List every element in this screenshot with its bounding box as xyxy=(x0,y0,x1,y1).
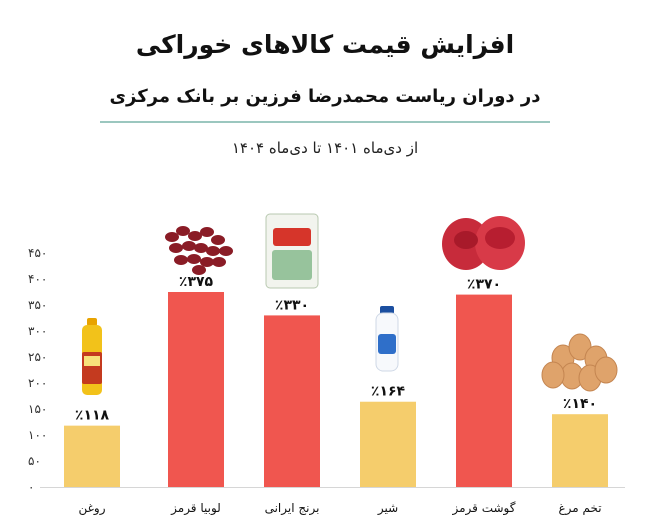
oil-bottle-icon xyxy=(82,318,102,395)
y-tick-label: ۲۵۰ xyxy=(28,350,47,364)
bar xyxy=(168,292,224,487)
period-label: از دی‌ماه ۱۴۰۱ تا دی‌ماه ۱۴۰۴ xyxy=(231,139,419,157)
category-label: برنج ایرانی xyxy=(265,501,320,516)
category-label: لوبیا قرمز xyxy=(170,501,221,516)
bar xyxy=(264,315,320,487)
chart-title: افزایش قیمت کالاهای خوراکی xyxy=(135,30,515,59)
bar-value-label: ٪۳۷۵ xyxy=(179,274,214,290)
red-meat-icon xyxy=(442,216,525,270)
bar-value-label: ٪۱۱۸ xyxy=(75,408,110,424)
bar-value-label: ٪۱۴۰ xyxy=(563,396,597,412)
red-beans-icon xyxy=(165,226,233,275)
category-label: گوشت قرمز xyxy=(452,501,516,516)
bar-value-label: ٪۳۳۰ xyxy=(275,297,309,313)
y-tick-label: ۴۰۰ xyxy=(28,272,47,286)
bar xyxy=(360,401,416,487)
y-tick-label: ۲۰۰ xyxy=(28,376,47,390)
bar xyxy=(64,425,120,487)
bar-value-label: ٪۳۷۰ xyxy=(467,277,501,293)
y-tick-label: ۴۵۰ xyxy=(28,246,47,260)
chart-subtitle: در دوران ریاست محمدرضا فرزین بر بانک مرک… xyxy=(109,86,541,107)
category-label: روغن xyxy=(79,501,106,516)
bar-value-label: ٪۱۶۴ xyxy=(371,384,406,400)
y-tick-label: ۵۰ xyxy=(28,454,41,468)
bar xyxy=(552,414,608,487)
divider xyxy=(100,121,550,123)
rice-bag-icon xyxy=(265,213,319,289)
y-tick-label: ۱۵۰ xyxy=(28,402,47,416)
category-label: شیر xyxy=(377,501,398,516)
category-label: تخم مرغ xyxy=(558,501,601,516)
bar xyxy=(456,294,512,487)
y-tick-label: ۳۰۰ xyxy=(28,324,47,338)
milk-bottle-icon xyxy=(375,306,399,372)
y-tick-label: ۱۰۰ xyxy=(28,428,47,442)
y-tick-label: ۳۵۰ xyxy=(28,298,47,312)
eggs-icon xyxy=(541,333,618,392)
y-tick-label: ۰ xyxy=(28,480,34,494)
